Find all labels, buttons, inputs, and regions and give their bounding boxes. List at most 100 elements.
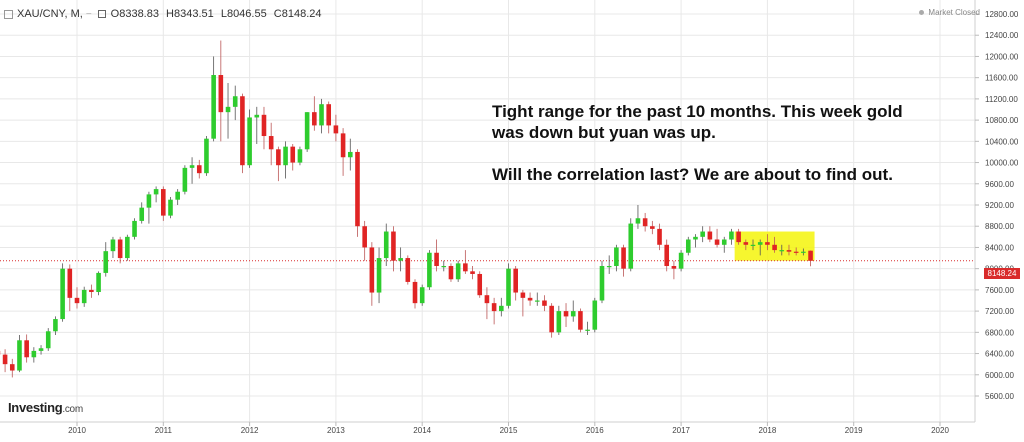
candle-body bbox=[463, 263, 468, 271]
candle-body bbox=[779, 250, 784, 251]
y-tick-label: 12800.00 bbox=[985, 10, 1019, 19]
symbol-toggle-icon[interactable] bbox=[4, 10, 13, 19]
y-tick-label: 8400.00 bbox=[985, 243, 1014, 252]
candle bbox=[168, 197, 173, 218]
candle-body bbox=[513, 269, 518, 293]
candle bbox=[456, 261, 461, 282]
brand-name: Investing bbox=[8, 400, 62, 415]
candle-body bbox=[801, 252, 806, 253]
symbol-label[interactable]: XAU/CNY, M, bbox=[17, 8, 83, 20]
candle-body bbox=[283, 147, 288, 166]
candle bbox=[672, 261, 677, 280]
candle bbox=[312, 96, 317, 130]
candle bbox=[650, 221, 655, 234]
high-value: H8343.51 bbox=[166, 8, 214, 20]
candle-body bbox=[758, 242, 763, 245]
candle bbox=[715, 229, 720, 248]
candle bbox=[600, 261, 605, 303]
candle-body bbox=[118, 239, 123, 258]
candle-body bbox=[643, 218, 648, 226]
candle-body bbox=[348, 152, 353, 157]
candle bbox=[657, 224, 662, 251]
candle bbox=[17, 335, 22, 372]
candle-body bbox=[60, 269, 65, 319]
candle bbox=[147, 192, 152, 224]
candle-body bbox=[398, 258, 403, 261]
candle bbox=[485, 287, 490, 319]
candle bbox=[305, 112, 310, 152]
y-tick-label: 11200.00 bbox=[985, 95, 1018, 104]
y-tick-label: 7200.00 bbox=[985, 307, 1014, 316]
annotation-line-2: was down but yuan was up. bbox=[492, 122, 962, 143]
candle-body bbox=[125, 237, 130, 258]
candle-body bbox=[161, 189, 166, 216]
candle bbox=[118, 237, 123, 264]
candle bbox=[334, 115, 339, 142]
candle bbox=[3, 349, 8, 372]
candle bbox=[161, 186, 166, 220]
candle bbox=[607, 255, 612, 274]
candle bbox=[593, 298, 598, 332]
y-tick-label: 9600.00 bbox=[985, 180, 1014, 189]
candle bbox=[441, 261, 446, 272]
annotation-line-1: Tight range for the past 10 months. This… bbox=[492, 101, 962, 122]
candle bbox=[319, 99, 324, 133]
candle-body bbox=[593, 301, 598, 330]
open-value: O8338.83 bbox=[111, 8, 159, 20]
candle-body bbox=[183, 168, 188, 192]
settings-box-icon[interactable] bbox=[98, 10, 106, 18]
candle-body bbox=[492, 303, 497, 311]
candle-body bbox=[700, 232, 705, 237]
candle-body bbox=[650, 226, 655, 229]
x-tick-label: 2010 bbox=[68, 426, 86, 435]
candle bbox=[564, 303, 569, 327]
candle-body bbox=[96, 273, 101, 292]
candle-body bbox=[636, 218, 641, 223]
candle-body bbox=[787, 250, 792, 252]
candle bbox=[506, 263, 511, 308]
investing-logo: Investing.com bbox=[8, 400, 83, 415]
candle bbox=[621, 245, 626, 277]
candle-body bbox=[132, 221, 137, 237]
candle-body bbox=[614, 247, 619, 266]
candle bbox=[89, 285, 94, 298]
candle bbox=[226, 83, 231, 139]
candle-body bbox=[578, 311, 583, 330]
y-tick-label: 6000.00 bbox=[985, 371, 1014, 380]
candle-body bbox=[391, 232, 396, 261]
candle-body bbox=[10, 364, 15, 370]
candle bbox=[391, 226, 396, 271]
candle bbox=[722, 237, 727, 253]
candle bbox=[370, 242, 375, 306]
candle bbox=[204, 136, 209, 176]
low-value: L8046.55 bbox=[221, 8, 267, 20]
minus-icon[interactable]: − bbox=[86, 9, 92, 20]
candle-body bbox=[549, 306, 554, 333]
ohlc-values: O8338.83 H8343.51 L8046.55 C8148.24 bbox=[111, 8, 326, 20]
y-tick-label: 10400.00 bbox=[985, 137, 1019, 146]
x-tick-label: 2017 bbox=[672, 426, 690, 435]
candle-body bbox=[197, 165, 202, 173]
candle bbox=[362, 221, 367, 261]
y-tick-label: 6400.00 bbox=[985, 350, 1014, 359]
candle bbox=[125, 235, 130, 261]
candle-body bbox=[24, 340, 29, 357]
candle-body bbox=[3, 355, 8, 365]
candle-body bbox=[715, 239, 720, 244]
candle-body bbox=[564, 311, 569, 316]
candle bbox=[420, 285, 425, 306]
y-tick-label: 10800.00 bbox=[985, 116, 1019, 125]
candle-body bbox=[406, 258, 411, 282]
candle-body bbox=[528, 298, 533, 301]
candle bbox=[679, 250, 684, 271]
y-tick-label: 12000.00 bbox=[985, 52, 1019, 61]
candle-body bbox=[628, 224, 633, 269]
y-tick-label: 11600.00 bbox=[985, 74, 1018, 83]
candle-body bbox=[240, 96, 245, 165]
candle-body bbox=[420, 287, 425, 303]
candle-body bbox=[441, 266, 446, 267]
candles bbox=[0, 41, 813, 378]
candle bbox=[269, 123, 274, 165]
